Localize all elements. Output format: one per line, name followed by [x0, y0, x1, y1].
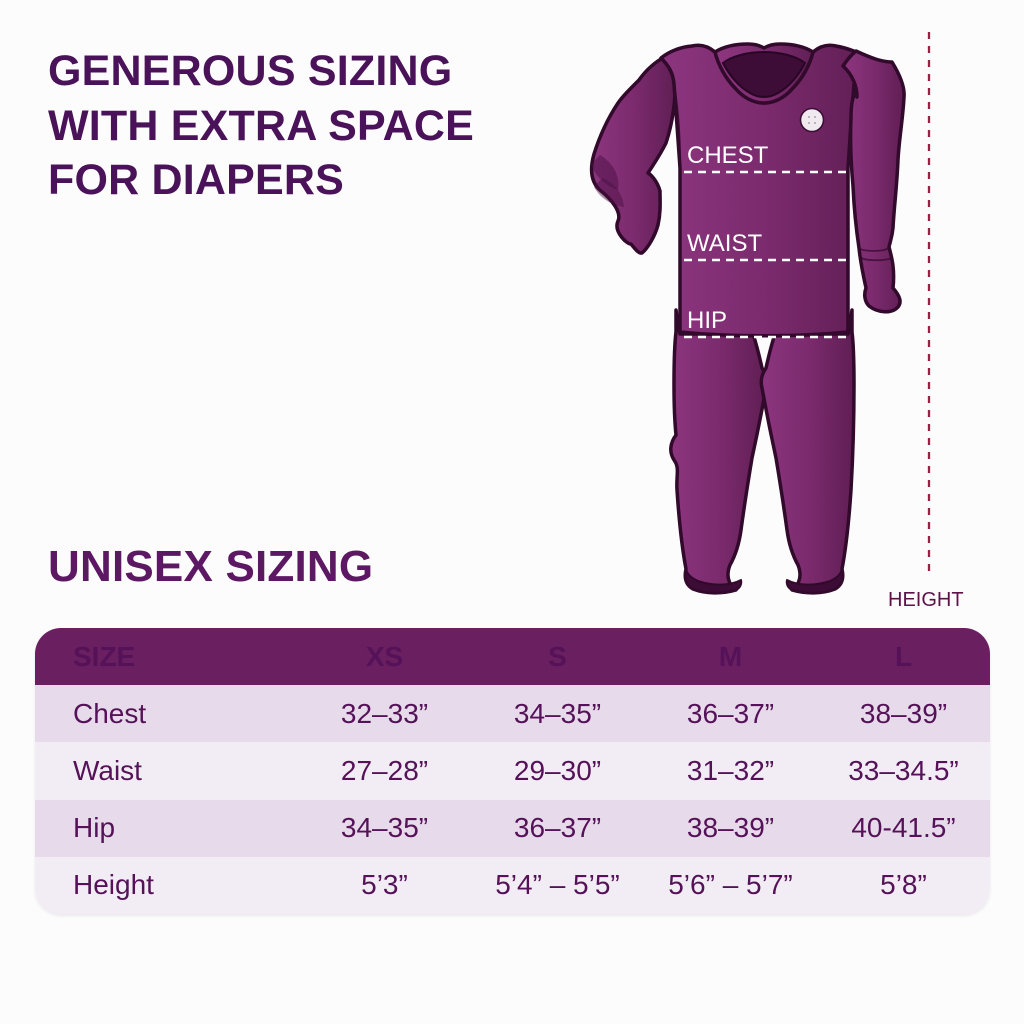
- svg-text:WAIST: WAIST: [687, 230, 762, 257]
- svg-text:HEIGHT: HEIGHT: [888, 589, 964, 611]
- svg-text:CHEST: CHEST: [687, 142, 769, 169]
- svg-text:HIP: HIP: [687, 307, 727, 334]
